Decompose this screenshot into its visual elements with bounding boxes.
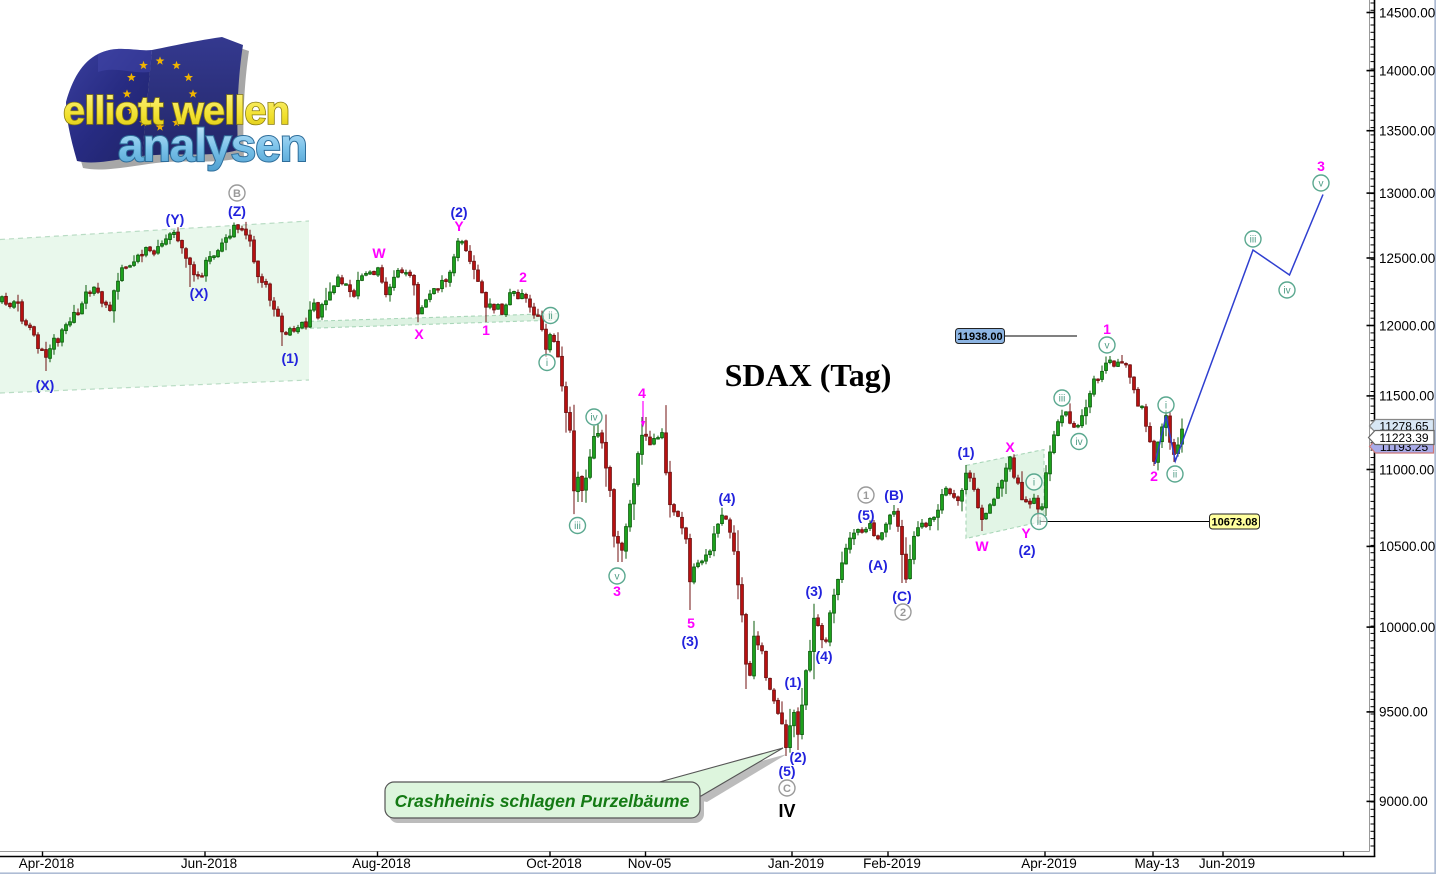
svg-text:v: v xyxy=(1319,178,1324,189)
svg-text:(C): (C) xyxy=(892,588,911,604)
svg-text:Apr-2018: Apr-2018 xyxy=(19,856,75,871)
svg-text:1: 1 xyxy=(1103,321,1111,337)
svg-text:Jun-2019: Jun-2019 xyxy=(1199,856,1255,871)
svg-text:(4): (4) xyxy=(718,490,735,506)
svg-text:(A): (A) xyxy=(868,557,887,573)
svg-text:Aug-2018: Aug-2018 xyxy=(352,856,411,871)
svg-text:9000.00: 9000.00 xyxy=(1379,794,1428,809)
svg-text:Crashheinis schlagen Purzelbäu: Crashheinis schlagen Purzelbäume xyxy=(395,791,690,811)
svg-text:Jun-2018: Jun-2018 xyxy=(181,856,237,871)
svg-text:ii: ii xyxy=(1037,517,1041,528)
svg-text:W: W xyxy=(975,538,989,554)
svg-text:(2): (2) xyxy=(450,204,467,220)
svg-text:(1): (1) xyxy=(784,674,801,690)
svg-text:(1): (1) xyxy=(281,350,298,366)
svg-text:iv: iv xyxy=(1075,437,1082,448)
svg-text:(4): (4) xyxy=(815,648,832,664)
svg-text:Oct-2018: Oct-2018 xyxy=(526,856,582,871)
svg-text:v: v xyxy=(1105,340,1110,351)
svg-text:2: 2 xyxy=(519,269,527,285)
svg-text:12500.00: 12500.00 xyxy=(1379,251,1435,266)
svg-text:5: 5 xyxy=(687,615,695,631)
svg-text:(3): (3) xyxy=(681,633,698,649)
svg-text:(Z): (Z) xyxy=(228,203,246,219)
svg-text:10500.00: 10500.00 xyxy=(1379,539,1435,554)
svg-text:1: 1 xyxy=(863,490,869,502)
svg-text:iv: iv xyxy=(590,412,597,423)
svg-text:12000.00: 12000.00 xyxy=(1379,318,1435,333)
svg-text:3: 3 xyxy=(613,583,621,599)
svg-text:14500.00: 14500.00 xyxy=(1379,5,1435,20)
svg-text:Nov-05: Nov-05 xyxy=(628,856,672,871)
svg-text:W: W xyxy=(372,245,386,261)
svg-text:i: i xyxy=(1165,400,1167,411)
svg-text:4: 4 xyxy=(638,385,646,401)
svg-text:iv: iv xyxy=(1283,285,1290,296)
svg-text:(3): (3) xyxy=(805,583,822,599)
svg-text:Y: Y xyxy=(454,218,464,234)
svg-text:iii: iii xyxy=(1059,393,1066,404)
svg-text:13000.00: 13000.00 xyxy=(1379,186,1435,201)
svg-text:(5): (5) xyxy=(857,507,874,523)
svg-text:(2): (2) xyxy=(1018,542,1035,558)
svg-text:elliott wellen: elliott wellen xyxy=(63,89,289,133)
svg-text:i: i xyxy=(1033,477,1035,488)
svg-text:2: 2 xyxy=(1150,468,1158,484)
svg-text:11000.00: 11000.00 xyxy=(1379,462,1434,477)
svg-text:v: v xyxy=(615,571,620,582)
svg-text:May-13: May-13 xyxy=(1134,856,1179,871)
svg-text:11223.39: 11223.39 xyxy=(1379,431,1428,445)
svg-text:9500.00: 9500.00 xyxy=(1379,705,1428,720)
svg-text:C: C xyxy=(783,783,791,795)
svg-text:(5): (5) xyxy=(778,763,795,779)
svg-text:iii: iii xyxy=(1250,234,1257,245)
svg-text:Feb-2019: Feb-2019 xyxy=(863,856,921,871)
svg-text:B: B xyxy=(233,188,241,200)
svg-text:13500.00: 13500.00 xyxy=(1379,124,1435,139)
svg-text:(1): (1) xyxy=(957,444,974,460)
svg-text:Jan-2019: Jan-2019 xyxy=(768,856,824,871)
svg-text:(2): (2) xyxy=(789,749,806,765)
svg-text:IV: IV xyxy=(778,801,795,821)
svg-text:analysen: analysen xyxy=(118,119,307,171)
svg-text:ii: ii xyxy=(548,311,552,322)
svg-text:(X): (X) xyxy=(190,285,209,301)
svg-text:X: X xyxy=(1005,439,1015,455)
svg-text:3: 3 xyxy=(1317,158,1325,174)
svg-text:i: i xyxy=(546,358,548,369)
svg-text:2: 2 xyxy=(900,607,906,619)
svg-text:X: X xyxy=(414,326,424,342)
svg-text:11500.00: 11500.00 xyxy=(1379,389,1434,404)
svg-text:10000.00: 10000.00 xyxy=(1379,620,1435,635)
svg-text:(X): (X) xyxy=(36,377,55,393)
svg-text:SDAX (Tag): SDAX (Tag) xyxy=(725,357,892,393)
svg-text:Apr-2019: Apr-2019 xyxy=(1021,856,1077,871)
svg-text:(B): (B) xyxy=(884,487,903,503)
svg-text:Y: Y xyxy=(1021,525,1031,541)
svg-text:11938.00: 11938.00 xyxy=(957,331,1002,343)
svg-text:1: 1 xyxy=(482,322,490,338)
svg-text:(Y): (Y) xyxy=(166,211,185,227)
svg-text:ii: ii xyxy=(1173,469,1177,480)
svg-text:10673.08: 10673.08 xyxy=(1212,517,1258,529)
svg-text:iii: iii xyxy=(574,521,581,532)
svg-text:14000.00: 14000.00 xyxy=(1379,63,1435,78)
